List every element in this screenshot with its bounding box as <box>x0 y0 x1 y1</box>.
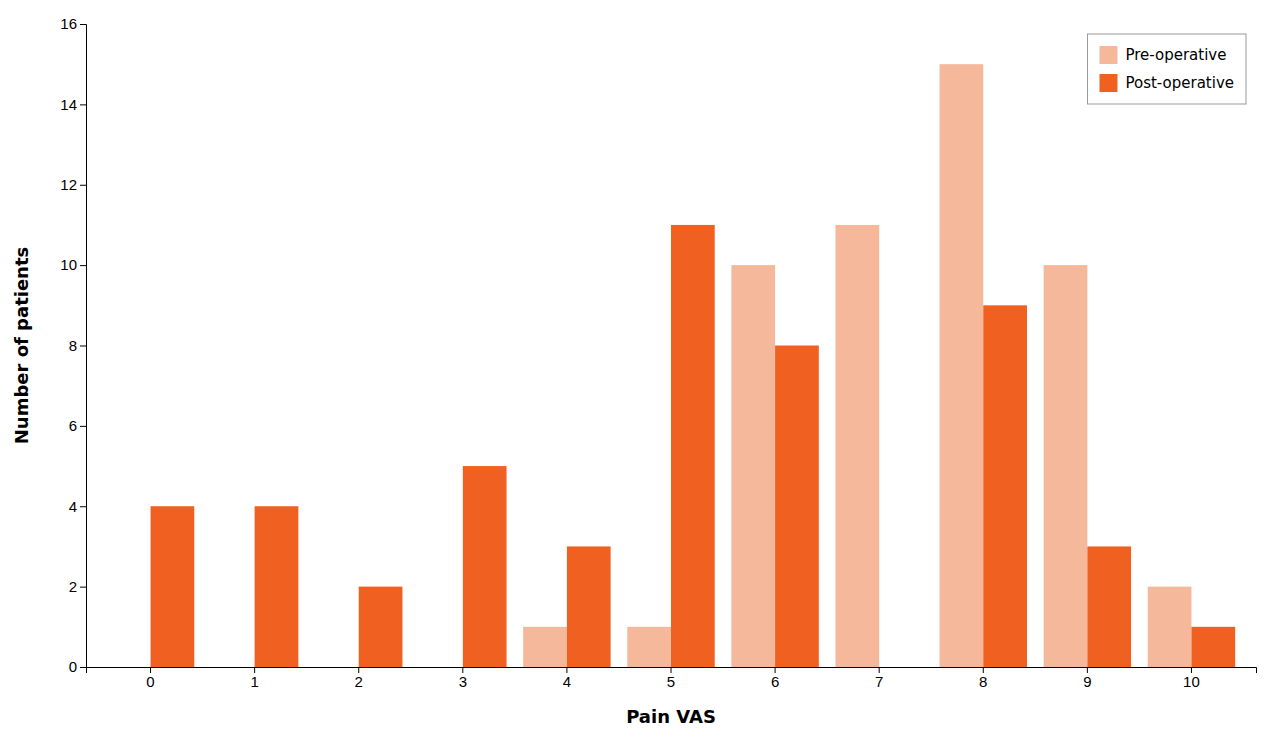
bar <box>315 667 359 668</box>
bar <box>211 667 255 668</box>
tick-label: 14 <box>60 96 77 113</box>
y-axis: 0 2 4 6 8 10 12 14 16 <box>60 15 86 675</box>
tick-label: 1 <box>250 673 258 690</box>
tick-mark <box>80 104 86 105</box>
tick-label: 2 <box>69 578 77 595</box>
tick: 10 <box>1183 667 1200 690</box>
legend: Pre-operative Post-operative <box>1087 34 1246 104</box>
tick-mark <box>80 587 86 588</box>
tick-mark <box>80 426 86 427</box>
bar <box>1191 627 1235 667</box>
tick-mark <box>80 506 86 507</box>
bar <box>151 506 195 667</box>
tick-label: 6 <box>69 417 77 434</box>
tick: 10 <box>60 256 86 273</box>
tick-label: 0 <box>69 658 77 675</box>
x-axis: 0 1 2 3 4 5 6 7 8 9 10 <box>87 667 1257 690</box>
tick-label: 8 <box>69 337 77 354</box>
tick: 4 <box>563 667 571 690</box>
tick-label: 10 <box>60 256 77 273</box>
bar <box>523 627 567 667</box>
tick-mark <box>80 265 86 266</box>
x-axis-title: Pain VAS <box>626 706 716 727</box>
tick-label: 4 <box>563 673 571 690</box>
bar <box>567 546 611 667</box>
bar-series <box>151 225 1236 667</box>
tick: 7 <box>875 667 883 690</box>
tick-label: 3 <box>459 673 467 690</box>
tick: 14 <box>60 96 86 113</box>
tick: 4 <box>69 498 86 515</box>
tick-mark <box>80 667 86 668</box>
bar <box>879 667 923 668</box>
tick: 3 <box>459 667 467 690</box>
bar <box>627 627 671 667</box>
bar <box>255 506 299 667</box>
legend-label: Pre-operative <box>1125 46 1226 64</box>
tick: 2 <box>355 667 363 690</box>
tick: 12 <box>60 176 86 193</box>
tick-label: 8 <box>979 673 987 690</box>
axis-line <box>80 25 87 668</box>
bar <box>107 667 151 668</box>
tick: 5 <box>667 667 675 690</box>
tick-label: 7 <box>875 673 883 690</box>
bar <box>940 64 984 667</box>
legend-label: Post-operative <box>1125 74 1234 92</box>
bar <box>1044 265 1088 667</box>
tick: 9 <box>1083 667 1091 690</box>
chart: 0123456789100246810121416Pre-operativePo… <box>0 0 1280 743</box>
tick: 8 <box>979 667 987 690</box>
bar <box>671 225 715 667</box>
legend-swatch <box>1099 74 1117 92</box>
legend-item: Post-operative <box>1099 74 1234 92</box>
bar <box>463 466 507 667</box>
tick-label: 2 <box>355 673 363 690</box>
y-axis-title: Number of patients <box>11 247 32 444</box>
tick-label: 9 <box>1083 673 1091 690</box>
bar <box>359 587 403 667</box>
bar <box>775 346 819 668</box>
tick: 16 <box>60 15 86 32</box>
tick: 1 <box>250 667 258 690</box>
tick-label: 12 <box>60 176 77 193</box>
legend-swatch <box>1099 46 1117 64</box>
tick-label: 16 <box>60 15 77 32</box>
bar <box>983 305 1027 667</box>
tick: 6 <box>69 417 86 434</box>
tick-label: 0 <box>146 673 154 690</box>
legend-item: Pre-operative <box>1099 46 1226 64</box>
bars <box>151 64 1236 667</box>
tick-label: 4 <box>69 498 77 515</box>
legend-frame <box>1087 34 1246 104</box>
bar <box>731 265 775 667</box>
tick-label: 10 <box>1183 673 1200 690</box>
bar <box>835 225 879 667</box>
tick-mark <box>80 346 86 347</box>
plot: 0123456789100246810121416Pre-operativePo… <box>60 15 1256 689</box>
tick: 8 <box>69 337 86 354</box>
tick: 2 <box>69 578 86 595</box>
tick: 0 <box>146 667 154 690</box>
tick: 6 <box>771 667 779 690</box>
bar <box>1087 546 1131 667</box>
tick-mark <box>80 24 86 25</box>
bar-series <box>523 64 1191 667</box>
bar <box>419 667 463 668</box>
tick-label: 6 <box>771 673 779 690</box>
tick-label: 5 <box>667 673 675 690</box>
bar <box>1148 587 1192 667</box>
tick-mark <box>80 185 86 186</box>
tick: 0 <box>69 658 86 675</box>
